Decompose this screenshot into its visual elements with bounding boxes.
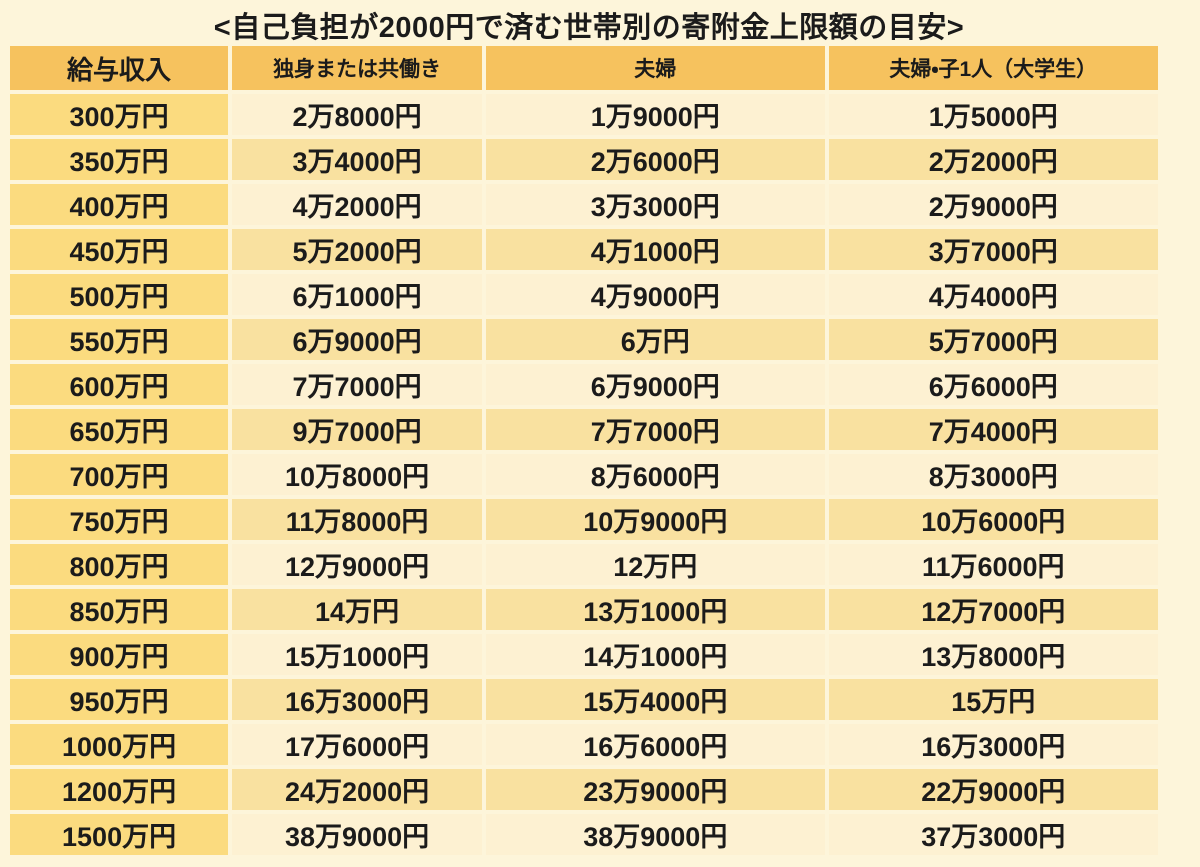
value-cell: 6万9000円: [232, 319, 483, 360]
value-cell: 22万9000円: [828, 769, 1158, 810]
value-cell: 12万7000円: [828, 589, 1158, 630]
value-cell: 6万6000円: [828, 364, 1158, 405]
value-cell: 16万6000円: [486, 724, 825, 765]
income-cell: 350万円: [10, 139, 229, 180]
table-row: 350万円 3万4000円 2万6000円 2万2000円: [10, 139, 1158, 180]
value-cell: 15万1000円: [232, 634, 483, 675]
table-row: 1000万円 17万6000円 16万6000円 16万3000円: [10, 724, 1158, 765]
table-row: 800万円 12万9000円 12万円 11万6000円: [10, 544, 1158, 585]
table-row: 600万円 7万7000円 6万9000円 6万6000円: [10, 364, 1158, 405]
page-title: <自己負担が2000円で済む世帯別の寄附金上限額の目安>: [213, 12, 965, 44]
value-cell: 10万8000円: [232, 454, 483, 495]
value-cell: 2万6000円: [486, 139, 825, 180]
value-cell: 14万1000円: [486, 634, 825, 675]
value-cell: 6万9000円: [486, 364, 825, 405]
value-cell: 5万7000円: [828, 319, 1158, 360]
value-cell: 38万9000円: [232, 814, 483, 855]
value-cell: 14万円: [232, 589, 483, 630]
table-row: 1500万円 38万9000円 38万9000円 37万3000円: [10, 814, 1158, 855]
income-cell: 1200万円: [10, 769, 229, 810]
income-cell: 650万円: [10, 409, 229, 450]
value-cell: 13万1000円: [486, 589, 825, 630]
value-cell: 8万6000円: [486, 454, 825, 495]
value-cell: 12万9000円: [232, 544, 483, 585]
value-cell: 24万2000円: [232, 769, 483, 810]
value-cell: 23万9000円: [486, 769, 825, 810]
value-cell: 6万円: [486, 319, 825, 360]
value-cell: 4万4000円: [828, 274, 1158, 315]
income-cell: 300万円: [10, 94, 229, 135]
value-cell: 37万3000円: [828, 814, 1158, 855]
table-body: 300万円 2万8000円 1万9000円 1万5000円 350万円 3万4000円 2万…: [10, 94, 1158, 855]
income-cell: 800万円: [10, 544, 229, 585]
value-cell: 11万6000円: [828, 544, 1158, 585]
value-cell: 2万8000円: [232, 94, 483, 135]
value-cell: 12万円: [486, 544, 825, 585]
value-cell: 15万4000円: [486, 679, 825, 720]
income-cell: 450万円: [10, 229, 229, 270]
table-row: 850万円 14万円 13万1000円 12万7000円: [10, 589, 1158, 630]
value-cell: 2万2000円: [828, 139, 1158, 180]
table-row: 650万円 9万7000円 7万7000円 7万4000円: [10, 409, 1158, 450]
value-cell: 17万6000円: [232, 724, 483, 765]
table-row: 1200万円 24万2000円 23万9000円 22万9000円: [10, 769, 1158, 810]
value-cell: 3万7000円: [828, 229, 1158, 270]
value-cell: 4万1000円: [486, 229, 825, 270]
value-cell: 7万4000円: [828, 409, 1158, 450]
donation-limit-table: 給与収入 独身または共働き 夫婦 夫婦・子1人（大学生） 300万円 2万8000円 1万…: [6, 42, 1162, 859]
income-cell: 750万円: [10, 499, 229, 540]
income-cell: 900万円: [10, 634, 229, 675]
value-cell: 1万5000円: [828, 94, 1158, 135]
value-cell: 13万8000円: [828, 634, 1158, 675]
value-cell: 3万4000円: [232, 139, 483, 180]
table-row: 750万円 11万8000円 10万9000円 10万6000円: [10, 499, 1158, 540]
value-cell: 8万3000円: [828, 454, 1158, 495]
header-cell-1: 独身または共働き: [232, 46, 483, 90]
table-row: 900万円 15万1000円 14万1000円 13万8000円: [10, 634, 1158, 675]
value-cell: 10万6000円: [828, 499, 1158, 540]
income-cell: 700万円: [10, 454, 229, 495]
header-cell-3: 夫婦・子1人（大学生）: [828, 46, 1158, 90]
income-cell: 1000万円: [10, 724, 229, 765]
table-row: 950万円 16万3000円 15万4000円 15万円: [10, 679, 1158, 720]
value-cell: 16万3000円: [232, 679, 483, 720]
value-cell: 9万7000円: [232, 409, 483, 450]
value-cell: 38万9000円: [486, 814, 825, 855]
income-cell: 1500万円: [10, 814, 229, 855]
table-header-row: 給与収入 独身または共働き 夫婦 夫婦・子1人（大学生）: [10, 46, 1158, 90]
header-cell-0: 給与収入: [10, 46, 229, 90]
income-cell: 550万円: [10, 319, 229, 360]
value-cell: 4万2000円: [232, 184, 483, 225]
income-cell: 850万円: [10, 589, 229, 630]
table-row: 550万円 6万9000円 6万円 5万7000円: [10, 319, 1158, 360]
income-cell: 950万円: [10, 679, 229, 720]
value-cell: 11万8000円: [232, 499, 483, 540]
table-row: 700万円 10万8000円 8万6000円 8万3000円: [10, 454, 1158, 495]
value-cell: 10万9000円: [486, 499, 825, 540]
income-cell: 600万円: [10, 364, 229, 405]
table-row: 500万円 6万1000円 4万9000円 4万4000円: [10, 274, 1158, 315]
value-cell: 16万3000円: [828, 724, 1158, 765]
income-cell: 500万円: [10, 274, 229, 315]
value-cell: 7万7000円: [486, 409, 825, 450]
table-row: 300万円 2万8000円 1万9000円 1万5000円: [10, 94, 1158, 135]
value-cell: 1万9000円: [486, 94, 825, 135]
value-cell: 15万円: [828, 679, 1158, 720]
table-row: 450万円 5万2000円 4万1000円 3万7000円: [10, 229, 1158, 270]
value-cell: 7万7000円: [232, 364, 483, 405]
value-cell: 4万9000円: [486, 274, 825, 315]
table-row: 400万円 4万2000円 3万3000円 2万9000円: [10, 184, 1158, 225]
value-cell: 5万2000円: [232, 229, 483, 270]
header-cell-2: 夫婦: [486, 46, 825, 90]
value-cell: 3万3000円: [486, 184, 825, 225]
income-cell: 400万円: [10, 184, 229, 225]
value-cell: 6万1000円: [232, 274, 483, 315]
value-cell: 2万9000円: [828, 184, 1158, 225]
